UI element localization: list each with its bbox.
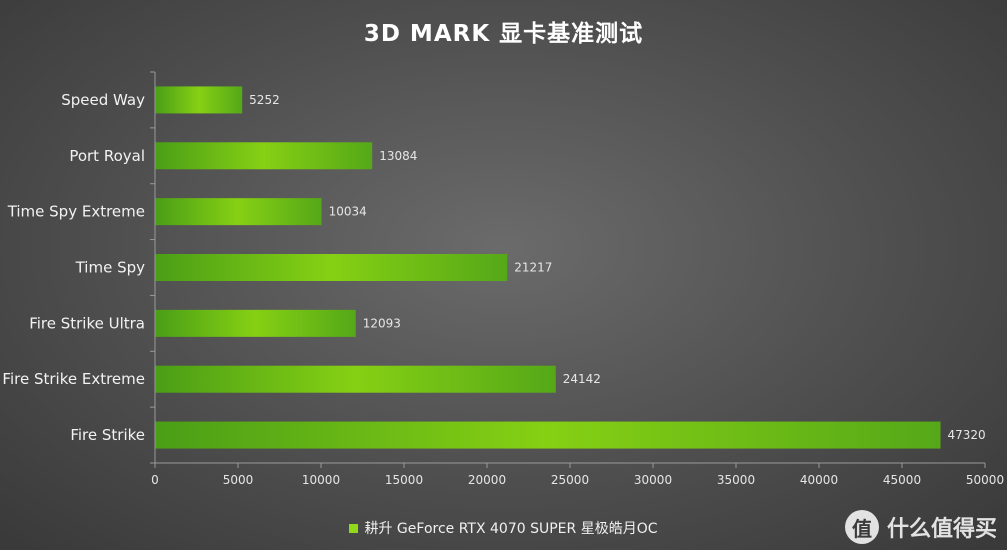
category-label-1: Port Royal: [69, 147, 145, 165]
x-tick-label-3: 15000: [385, 473, 423, 487]
x-tick-label-8: 40000: [800, 473, 838, 487]
x-tick-label-5: 25000: [551, 473, 589, 487]
value-label-1: 13084: [379, 149, 417, 163]
bar-3: [155, 254, 508, 281]
category-label-5: Fire Strike Extreme: [2, 370, 145, 388]
value-label-4: 12093: [363, 316, 401, 330]
value-label-6: 47320: [948, 428, 986, 442]
x-tick-label-4: 20000: [468, 473, 506, 487]
bar-5: [155, 365, 556, 393]
legend-label: 耕升 GeForce RTX 4070 SUPER 星极皓月OC: [364, 521, 658, 537]
watermark-logo-icon: 值: [844, 510, 879, 544]
watermark-text: 什么值得买: [886, 517, 997, 542]
bar-6: [155, 421, 941, 449]
bar-2: [155, 198, 322, 226]
category-label-0: Speed Way: [61, 91, 145, 109]
bar-0: [155, 86, 243, 114]
value-label-0: 5252: [249, 93, 280, 107]
x-tick-label-2: 10000: [302, 473, 340, 487]
value-label-3: 21217: [514, 261, 552, 275]
bar-1: [155, 142, 373, 170]
x-tick-label-6: 30000: [634, 473, 672, 487]
site-watermark: 值 什么值得买: [844, 510, 997, 544]
value-label-2: 10034: [329, 205, 367, 219]
x-tick-label-10: 50000: [966, 473, 1004, 487]
legend-swatch: [349, 523, 359, 533]
x-tick-label-0: 0: [151, 473, 159, 487]
chart-legend: 耕升 GeForce RTX 4070 SUPER 星极皓月OC: [0, 518, 1007, 538]
x-tick-label-1: 5000: [223, 473, 254, 487]
category-label-6: Fire Strike: [70, 426, 145, 444]
category-label-3: Time Spy: [75, 259, 146, 277]
category-label-4: Fire Strike Ultra: [29, 314, 145, 332]
x-tick-label-9: 45000: [883, 473, 921, 487]
category-label-2: Time Spy Extreme: [7, 203, 145, 221]
value-label-5: 24142: [563, 372, 601, 386]
x-tick-label-7: 35000: [717, 473, 755, 487]
chart-title: 3D MARK 显卡基准测试: [363, 21, 644, 47]
bar-4: [155, 309, 356, 337]
